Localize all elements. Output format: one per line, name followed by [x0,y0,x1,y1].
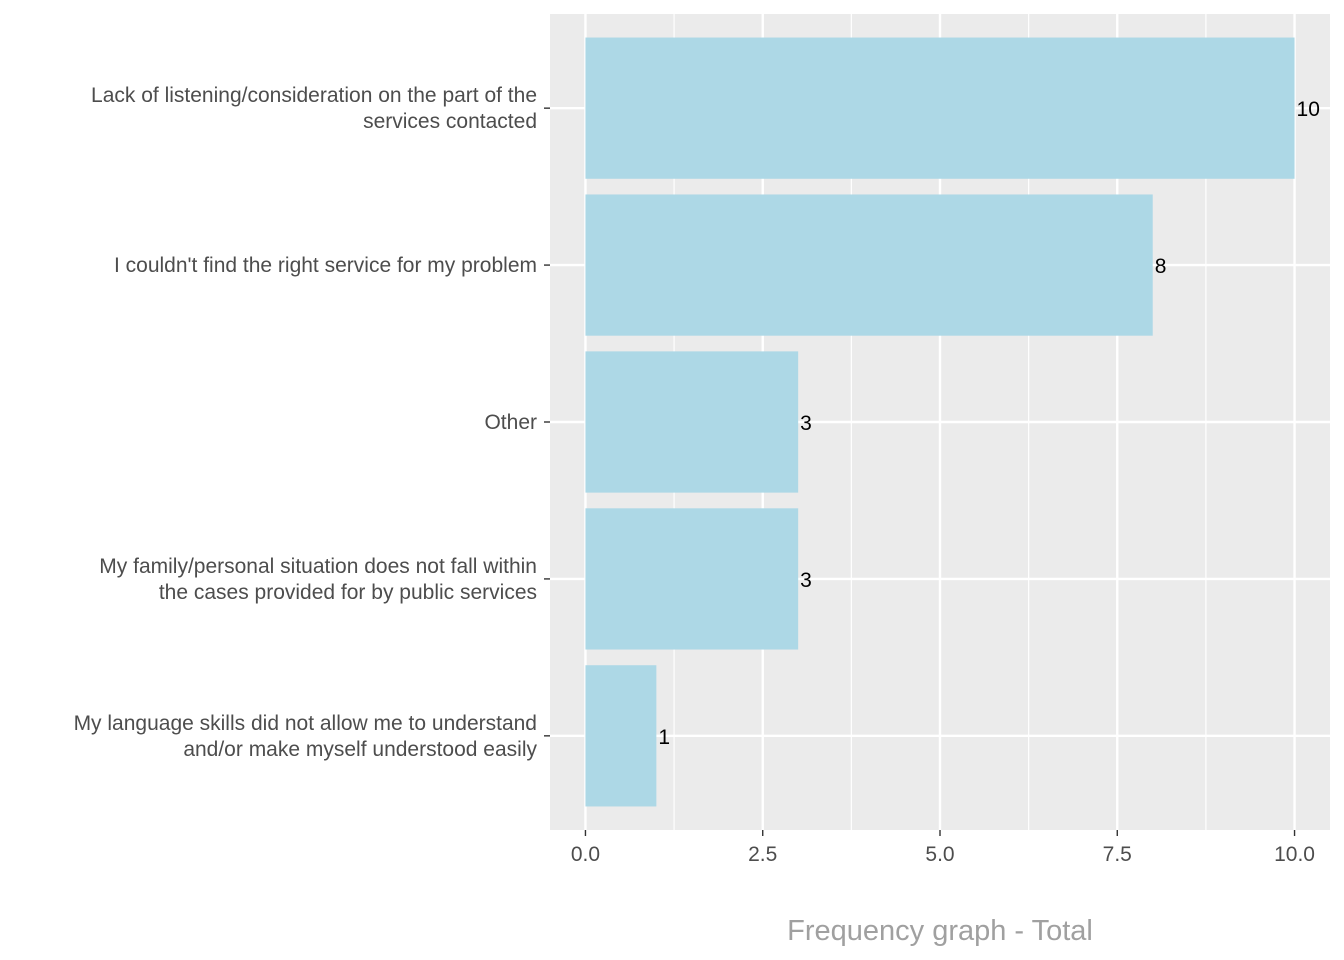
y-tick-label-line: services contacted [363,110,537,133]
y-tick-label-line: the cases provided for by public service… [159,581,537,604]
y-tick-label-line: I couldn't find the right service for my… [114,254,537,277]
y-tick-label-line: My language skills did not allow me to u… [74,712,537,735]
x-tick-label: 5.0 [925,843,954,866]
data-label: 3 [800,569,812,592]
data-label: 3 [800,412,812,435]
x-tick-label: 0.0 [571,843,600,866]
y-tick-label-line: My family/personal situation does not fa… [99,555,537,578]
bars [585,37,1295,807]
y-tick-label: I couldn't find the right service for my… [114,254,537,277]
data-label: 1 [658,726,670,749]
y-tick-label-line: Lack of listening/consideration on the p… [91,84,537,107]
y-tick-label-line: Other [484,411,537,434]
x-axis-title: Frequency graph - Total [787,915,1093,947]
y-tick-label: Other [484,411,537,434]
bar [585,194,1153,336]
y-axis: Lack of listening/consideration on the p… [74,84,550,761]
x-tick-label: 10.0 [1274,843,1315,866]
data-label: 8 [1155,255,1167,278]
y-tick-label: Lack of listening/consideration on the p… [91,84,537,133]
bar [585,37,1295,179]
y-tick-label-line: and/or make myself understood easily [183,738,537,761]
x-tick-label: 7.5 [1103,843,1132,866]
y-tick-label: My language skills did not allow me to u… [74,712,538,761]
x-axis: 0.0 2.5 5.0 7.5 10.0 [571,830,1315,866]
data-labels: 10 8 3 3 1 [658,98,1320,749]
y-tick-label: My family/personal situation does not fa… [99,555,537,604]
x-tick-label: 2.5 [748,843,777,866]
bar [585,665,657,807]
bar [585,351,799,493]
bar [585,508,799,650]
data-label: 10 [1297,98,1320,121]
